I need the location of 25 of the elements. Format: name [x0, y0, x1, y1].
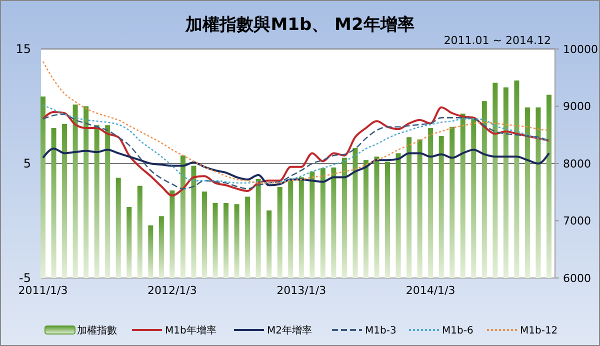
y2-tick-label: 6000 [563, 272, 591, 285]
x-tick-label: 2014/1/3 [406, 284, 456, 297]
y-tick-label: -5 [19, 271, 31, 286]
legend-label: M1b-3 [365, 326, 396, 336]
line-series [42, 148, 550, 186]
x-tick-label: 2011/1/3 [18, 284, 68, 297]
y2-tick-label: 8000 [563, 157, 591, 170]
x-tick-label: 2013/1/3 [276, 284, 326, 297]
legend-label: M2年增率 [267, 324, 312, 336]
line-series [42, 106, 550, 197]
line-series [42, 60, 550, 184]
chart-title: 加權指數與M1b、 M2年增率 [184, 15, 414, 35]
line-series [42, 104, 550, 184]
y2-tick-label: 10000 [563, 42, 598, 56]
legend-label: M1b年增率 [165, 324, 216, 336]
line-series [42, 114, 550, 190]
legend-label: M1b-6 [442, 326, 474, 336]
y-tick-label: 15 [16, 42, 31, 56]
y2-tick-label: 7000 [563, 214, 591, 228]
y2-tick-label: 9000 [563, 100, 591, 114]
chart-subtitle: 2011.01 ~ 2014.12 [444, 34, 551, 47]
y-tick-label: 5 [23, 156, 31, 171]
legend-label: M1b-12 [520, 326, 558, 336]
legend-label: 加權指數 [77, 324, 117, 336]
x-tick-label: 2012/1/3 [147, 284, 197, 297]
